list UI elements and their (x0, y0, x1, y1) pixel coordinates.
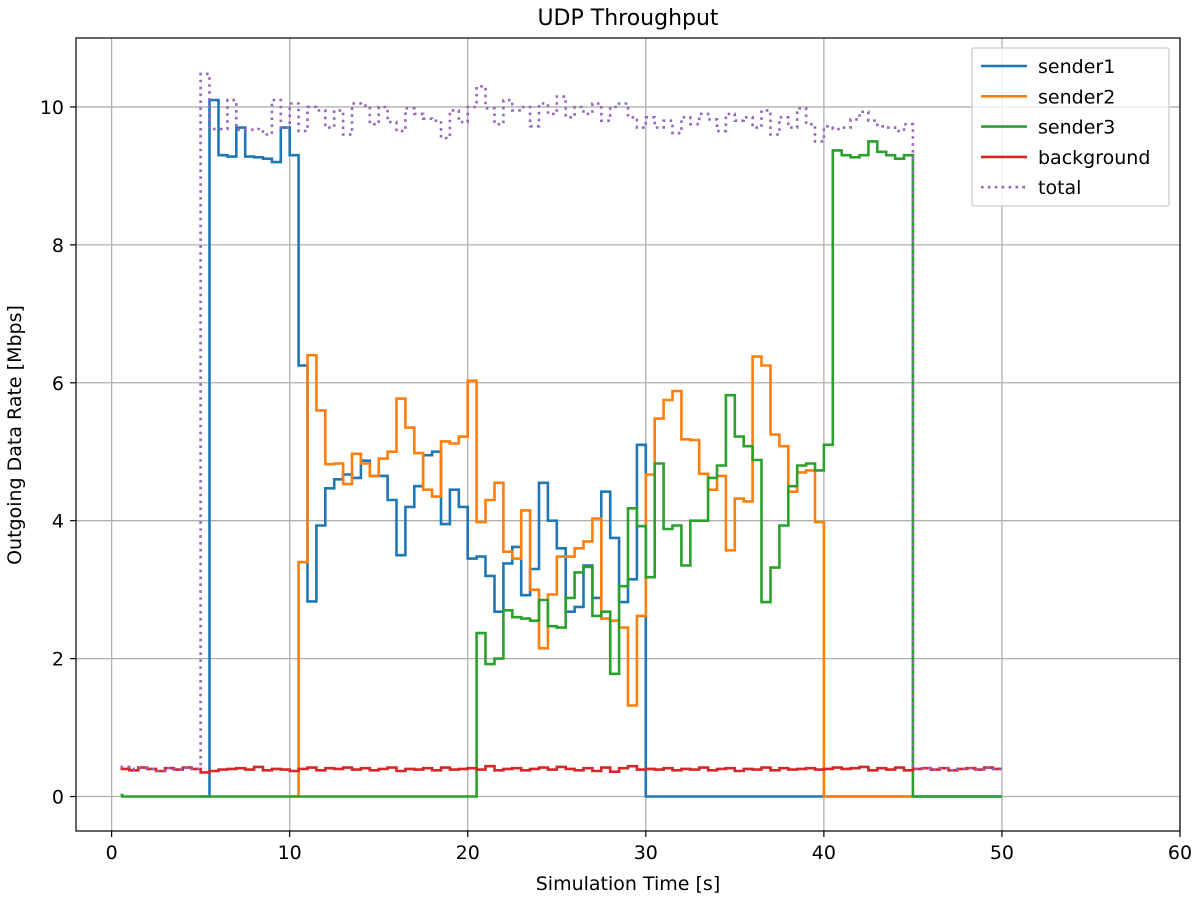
x-tick-label: 30 (634, 842, 658, 864)
x-tick-label: 40 (812, 842, 836, 864)
x-tick-label: 0 (106, 842, 118, 864)
y-tick-label: 6 (52, 373, 64, 395)
legend-label-sender2: sender2 (1038, 86, 1115, 108)
y-tick-label: 4 (52, 511, 64, 533)
legend-box (971, 47, 1170, 207)
legend-label-sender3: sender3 (1038, 117, 1115, 139)
plot-frame (75, 37, 1181, 832)
chart-title: UDP Throughput (537, 6, 718, 31)
legend-label-background: background (1038, 147, 1150, 169)
x-tick-label: 60 (1168, 842, 1192, 864)
legend-label-total: total (1038, 177, 1081, 199)
x-tick-label: 10 (278, 842, 302, 864)
y-tick-label: 10 (40, 97, 64, 119)
series-line-total (120, 72, 1002, 773)
x-tick-label: 20 (456, 842, 480, 864)
y-tick-label: 0 (52, 787, 64, 809)
axis-ticks: 0 10 20 30 40 50 60 0 2 4 6 8 10 (40, 97, 1192, 864)
x-tick-label: 50 (990, 842, 1014, 864)
series-line-sender2 (289, 353, 913, 798)
y-axis-label: Outgoing Data Rate [Mbps] (4, 305, 26, 565)
legend-label-sender1: sender1 (1038, 56, 1115, 78)
series-line-sender3 (120, 140, 1002, 798)
series-line-background (120, 764, 1002, 774)
y-tick-label: 2 (52, 649, 64, 671)
x-axis-label: Simulation Time [s] (536, 873, 721, 895)
series-line-sender1 (200, 98, 1002, 798)
legend: sender1 sender2 sender3 background total (971, 47, 1170, 207)
y-tick-label: 8 (52, 235, 64, 257)
series-layer (120, 72, 1002, 798)
